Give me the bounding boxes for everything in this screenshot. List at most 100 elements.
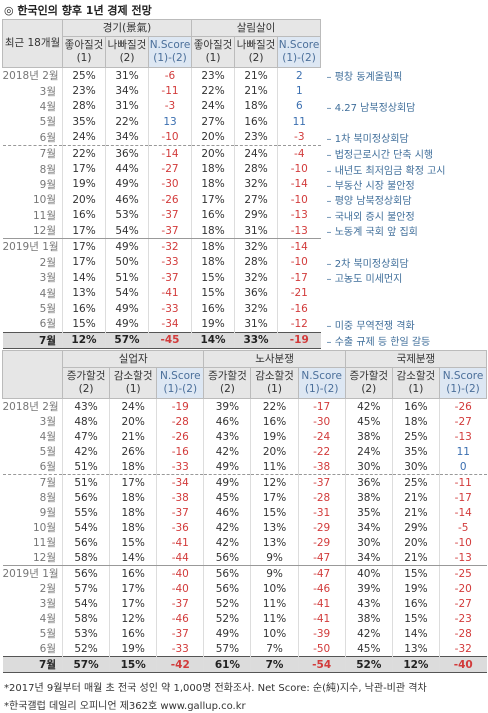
cell: 13%: [391, 641, 440, 657]
cell: -25: [438, 565, 487, 581]
column-code: (1)-(2): [153, 52, 187, 64]
cell: -27: [147, 161, 192, 177]
annotation: 국내외 증시 불안정: [321, 208, 487, 223]
cell: 53%: [61, 626, 110, 641]
cell: 30%: [344, 459, 393, 475]
cell: 42%: [203, 535, 251, 550]
cell: 57%: [61, 656, 110, 673]
group-header: 경기(景氣): [61, 19, 193, 37]
cell: -30: [147, 176, 192, 193]
cell: 18%: [191, 161, 235, 177]
row-label: 4월: [39, 613, 56, 625]
row-label: 2018년 2월: [2, 70, 59, 83]
data-row: 3월 54% 17% -37 52% 11% -41 43% 16% -27: [3, 596, 487, 611]
cell: -26: [147, 192, 192, 208]
cell: -40: [156, 581, 204, 596]
cell: 20%: [109, 414, 157, 429]
annotation: 미중 무역전쟁 격화: [321, 316, 487, 332]
cell: -38: [297, 459, 346, 475]
column-label: 증가할것: [208, 370, 247, 382]
column-code: (1): [267, 383, 282, 395]
cell: 49%: [105, 238, 149, 255]
cell: -40: [438, 656, 487, 673]
cell: 55%: [61, 505, 110, 520]
column-code: (1): [408, 383, 424, 395]
cell: 15%: [391, 565, 440, 581]
cell: 52%: [61, 641, 110, 657]
cell: 33%: [234, 331, 278, 350]
cell: 18%: [391, 414, 440, 429]
cell: 35%: [62, 114, 106, 130]
cell: 17%: [109, 581, 157, 596]
cell: 24%: [109, 398, 157, 414]
row-label: 2월: [39, 256, 56, 269]
cell: 51%: [61, 459, 110, 475]
cell: 29%: [391, 520, 440, 535]
cell: 0: [438, 459, 487, 475]
cell: -31: [297, 505, 346, 520]
cell: 34%: [344, 550, 393, 566]
cell: 19%: [62, 176, 106, 193]
column-label: N.Score: [442, 370, 484, 382]
cell: -28: [297, 490, 346, 505]
column-code: (1)-(2): [446, 383, 480, 395]
cell: 17%: [109, 474, 157, 490]
row-label: 3월: [39, 416, 56, 428]
cell: 16%: [62, 300, 106, 317]
row-label: 7월: [2, 331, 63, 350]
cell: -6: [147, 67, 192, 84]
cell: 49%: [105, 176, 149, 193]
cell: 35%: [391, 444, 440, 459]
cell: 17%: [62, 238, 106, 255]
data-row: 3월 23% 34% -11 22% 21% 1: [3, 83, 487, 99]
data-row: 12월 58% 14% -44 56% 9% -47 34% 21% -13: [2, 550, 487, 566]
cell: 20%: [250, 444, 299, 459]
column-code: (2): [78, 383, 94, 395]
cell: 38%: [344, 490, 393, 505]
cell: 34%: [344, 520, 393, 535]
cell: 22%: [105, 114, 149, 130]
row-label: 8월: [39, 163, 56, 176]
cell: 16%: [391, 398, 440, 414]
cell: -28: [156, 414, 204, 429]
cell: 57%: [105, 331, 149, 350]
cell: 9%: [250, 550, 299, 566]
cell: 19%: [191, 316, 235, 333]
column-label: N.Score: [149, 39, 191, 51]
column-header: N.Score (1)-(2): [297, 367, 346, 399]
column-header: 나빠질것 (2): [105, 36, 149, 68]
cell: -44: [156, 550, 204, 566]
cell: 50%: [105, 254, 149, 271]
cell: 30%: [344, 535, 393, 550]
row-label: 9월: [39, 507, 56, 519]
cell: 31%: [234, 316, 278, 333]
cell: -27: [438, 414, 487, 429]
cell: -13: [438, 550, 487, 566]
cell: 20%: [62, 192, 106, 208]
cell: 15%: [250, 505, 299, 520]
cell: 31%: [105, 98, 149, 115]
cell: -39: [297, 626, 346, 641]
column-label: 감소할것: [396, 370, 436, 382]
cell: -29: [297, 535, 346, 550]
row-label: 11월: [32, 209, 56, 222]
cell: 11%: [250, 611, 299, 626]
data-row: 2019년 1월 56% 16% -40 56% 9% -47 40% 15% -25: [3, 565, 487, 581]
cell: 39%: [203, 398, 251, 414]
column-label: 감소할것: [255, 370, 294, 382]
cell: 16%: [109, 565, 157, 581]
cell: 49%: [203, 626, 251, 641]
blank: [320, 19, 487, 68]
row-label: 4월: [39, 287, 56, 300]
cell: 54%: [105, 285, 149, 301]
column-code: (1): [205, 52, 221, 64]
cell: 16%: [191, 300, 235, 317]
cell: 14%: [191, 331, 235, 350]
column-header: 감소할것 (1): [109, 367, 158, 399]
cell: -5: [438, 520, 487, 535]
cell: 38%: [344, 429, 393, 444]
data-row: 2018년 2월 43% 24% -19 39% 22% -17 42% 16% -26: [3, 398, 487, 414]
row-label: 5월: [39, 303, 56, 316]
cell: 36%: [105, 145, 149, 162]
